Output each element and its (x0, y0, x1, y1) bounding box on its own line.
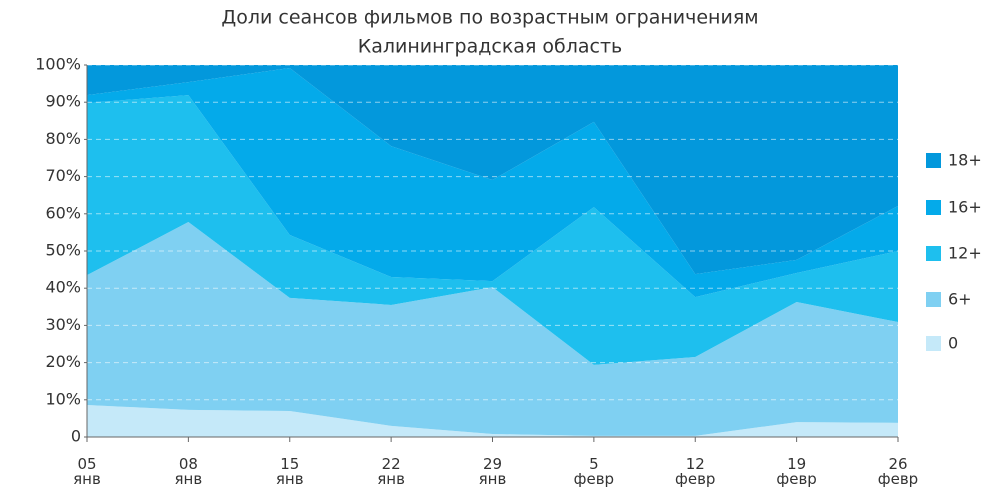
y-tick-label: 70% (45, 166, 81, 185)
area (87, 95, 898, 365)
legend-label: 18+ (948, 151, 982, 170)
legend-label: 6+ (948, 290, 972, 309)
x-tick-label: 12 февр (675, 455, 716, 488)
legend-label: 12+ (948, 244, 982, 263)
legend-label: 0 (948, 334, 958, 353)
y-tick-label: 60% (45, 203, 81, 222)
area (87, 405, 898, 437)
y-tick-label: 100% (35, 55, 81, 74)
y-tick-label: 50% (45, 241, 81, 260)
x-tick-label: 08 янв (174, 455, 203, 488)
chart-title: Доли сеансов фильмов по возрастным огран… (221, 7, 758, 29)
legend-swatch (926, 153, 941, 168)
y-tick-label: 10% (45, 389, 81, 408)
x-tick-label: 22 янв (377, 455, 405, 488)
x-tick-label: 05 янв (73, 455, 101, 488)
area (87, 221, 898, 436)
y-tick-label: 30% (45, 315, 81, 334)
chart-subtitle: Калининградская область (358, 36, 623, 58)
y-tick-label: 40% (45, 278, 81, 297)
x-tick-label: 29 янв (478, 455, 507, 488)
area (87, 67, 898, 298)
legend-swatch (926, 292, 941, 307)
x-tick-label: 19 февр (776, 455, 817, 488)
area (87, 65, 898, 275)
legend-swatch (926, 200, 941, 215)
y-tick-label: 0 (71, 427, 81, 446)
legend-swatch (926, 246, 941, 261)
y-tick-label: 20% (45, 352, 81, 371)
y-tick-label: 90% (45, 92, 81, 111)
legend-swatch (926, 336, 941, 351)
y-tick-label: 80% (45, 129, 81, 148)
x-tick-label: 5 февр (573, 455, 615, 488)
x-tick-label: 15 янв (275, 455, 304, 488)
legend-label: 16+ (948, 198, 982, 217)
x-tick-label: 26 февр (877, 455, 919, 488)
